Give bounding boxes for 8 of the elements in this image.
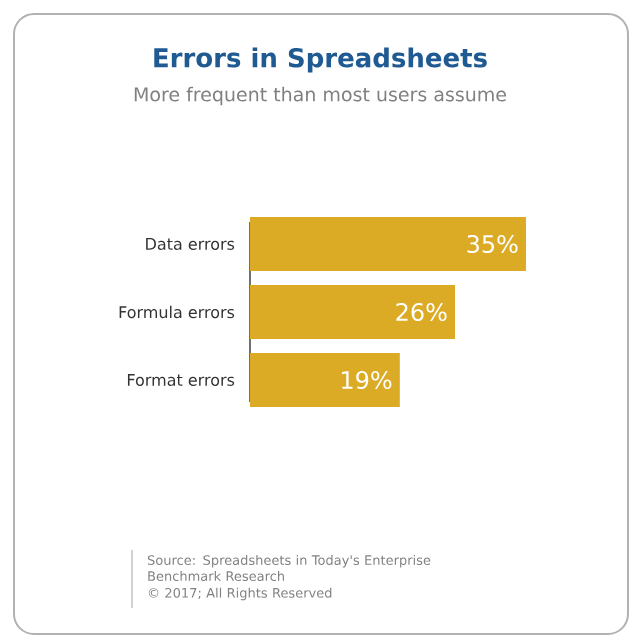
data-label: 19% [342, 370, 392, 390]
data-label: 35% [467, 234, 518, 254]
data-label: 26% [396, 302, 447, 322]
chart-title: Errors in Spreadsheets [154, 47, 487, 73]
y-tick-label: Formula errors [119, 305, 235, 319]
chart-subtitle: More frequent than most users assume [134, 86, 507, 106]
y-tick-label: Format errors [127, 374, 235, 386]
y-tick-label: Data errors [146, 238, 235, 250]
